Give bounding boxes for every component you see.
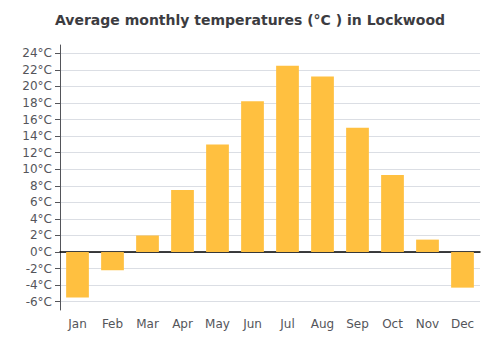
svg-text:-4°C: -4°C: [26, 278, 52, 292]
svg-text:Sep: Sep: [346, 317, 369, 331]
svg-text:Feb: Feb: [102, 317, 123, 331]
svg-text:14°C: 14°C: [22, 129, 52, 143]
svg-text:8°C: 8°C: [30, 179, 52, 193]
svg-text:12°C: 12°C: [22, 146, 52, 160]
svg-text:16°C: 16°C: [22, 113, 52, 127]
svg-text:-6°C: -6°C: [26, 295, 52, 309]
svg-text:Mar: Mar: [136, 317, 159, 331]
svg-text:20°C: 20°C: [22, 79, 52, 93]
svg-text:Aug: Aug: [311, 317, 334, 331]
svg-text:Average monthly temperatures (: Average monthly temperatures (°C ) in Lo…: [55, 12, 445, 28]
svg-text:-2°C: -2°C: [26, 262, 52, 276]
svg-text:24°C: 24°C: [22, 46, 52, 60]
svg-text:Nov: Nov: [416, 317, 439, 331]
svg-text:Oct: Oct: [382, 317, 403, 331]
svg-text:2°C: 2°C: [30, 228, 52, 242]
svg-text:May: May: [205, 317, 230, 331]
svg-text:Jan: Jan: [67, 317, 87, 331]
svg-text:18°C: 18°C: [22, 96, 52, 110]
svg-text:Jul: Jul: [279, 317, 294, 331]
svg-text:10°C: 10°C: [22, 162, 52, 176]
svg-text:Jun: Jun: [242, 317, 262, 331]
svg-text:4°C: 4°C: [30, 212, 52, 226]
svg-text:22°C: 22°C: [22, 63, 52, 77]
svg-text:0°C: 0°C: [30, 245, 52, 259]
svg-text:Dec: Dec: [451, 317, 474, 331]
svg-text:6°C: 6°C: [30, 195, 52, 209]
svg-text:Apr: Apr: [172, 317, 193, 331]
